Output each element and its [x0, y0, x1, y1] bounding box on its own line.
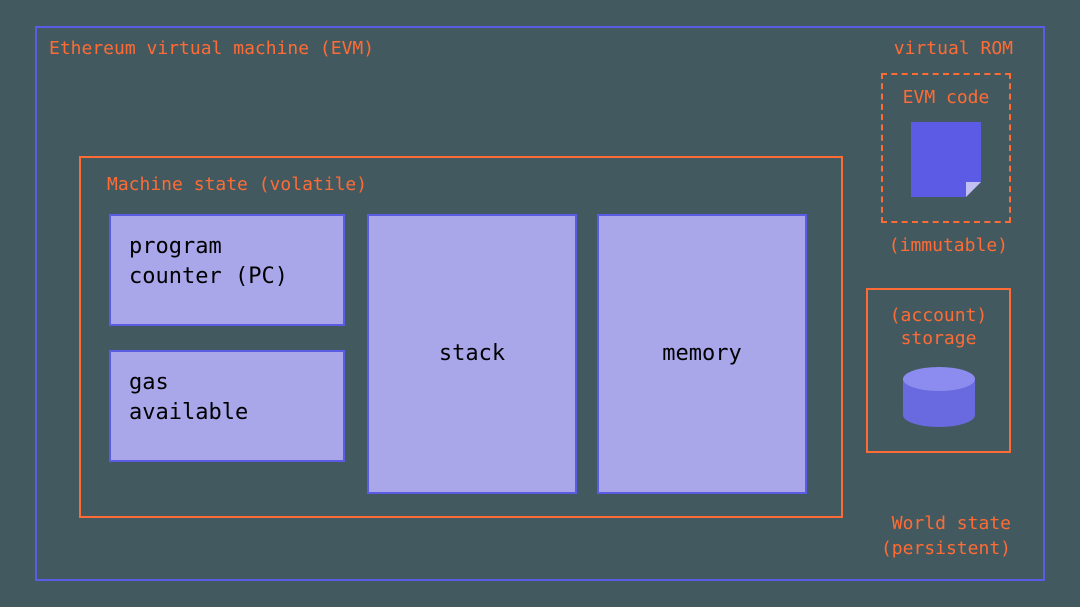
- world-state-label: World state (persistent): [881, 512, 1011, 561]
- account-storage-box: (account) storage: [866, 288, 1011, 453]
- evm-container: Ethereum virtual machine (EVM) virtual R…: [35, 26, 1045, 581]
- stack-label: stack: [439, 339, 505, 369]
- evm-code-label: EVM code: [903, 87, 990, 108]
- evm-title: Ethereum virtual machine (EVM): [49, 38, 374, 59]
- gas-available-label: gas available: [129, 368, 248, 427]
- database-cylinder-icon: [900, 365, 978, 433]
- machine-state-title: Machine state (volatile): [107, 174, 367, 195]
- program-counter-label: program counter (PC): [129, 232, 288, 291]
- account-storage-label: (account) storage: [890, 304, 988, 351]
- memory-label: memory: [662, 339, 741, 369]
- immutable-label: (immutable): [889, 235, 1008, 256]
- machine-state-container: Machine state (volatile) program counter…: [79, 156, 843, 518]
- document-icon: [911, 122, 981, 197]
- program-counter-box: program counter (PC): [109, 214, 345, 326]
- virtual-rom-label: virtual ROM: [894, 38, 1013, 59]
- memory-box: memory: [597, 214, 807, 494]
- virtual-rom-box: EVM code: [881, 73, 1011, 223]
- stack-box: stack: [367, 214, 577, 494]
- gas-available-box: gas available: [109, 350, 345, 462]
